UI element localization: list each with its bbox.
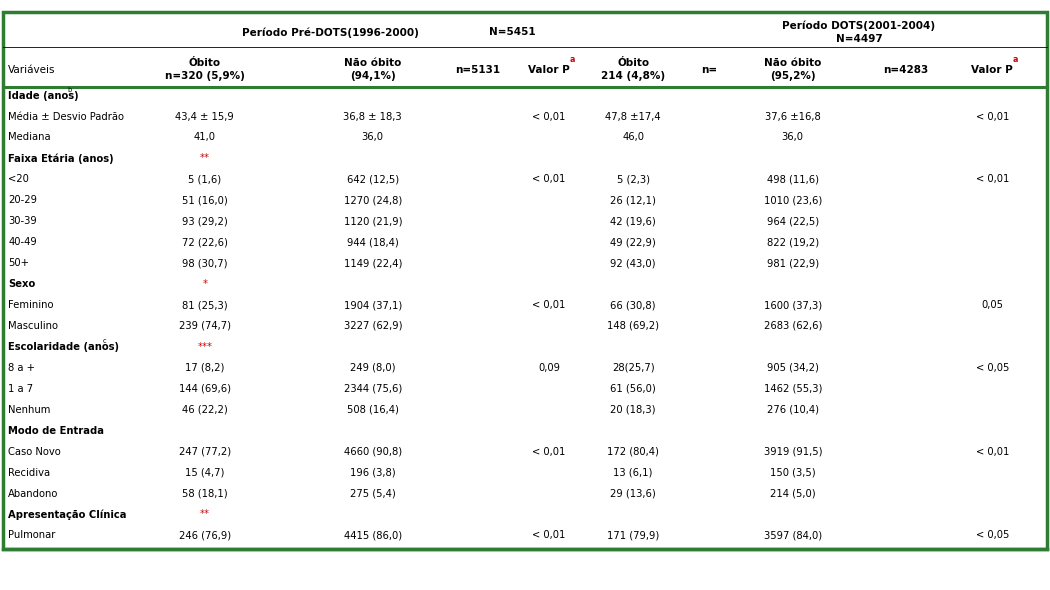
Text: 49 (22,9): 49 (22,9) xyxy=(610,237,656,247)
Text: 98 (30,7): 98 (30,7) xyxy=(182,258,228,268)
Text: < 0,01: < 0,01 xyxy=(975,447,1009,457)
Text: Valor P: Valor P xyxy=(528,65,570,74)
Text: 3227 (62,9): 3227 (62,9) xyxy=(343,321,402,331)
Text: 498 (11,6): 498 (11,6) xyxy=(766,175,819,184)
Text: Feminino: Feminino xyxy=(8,300,54,310)
Text: 196 (3,8): 196 (3,8) xyxy=(350,468,396,477)
Text: 1120 (21,9): 1120 (21,9) xyxy=(343,217,402,226)
Text: 981 (22,9): 981 (22,9) xyxy=(766,258,819,268)
Text: Valor P: Valor P xyxy=(971,65,1013,74)
Text: 1149 (22,4): 1149 (22,4) xyxy=(343,258,402,268)
Text: 50+: 50+ xyxy=(8,258,29,268)
Text: 93 (29,2): 93 (29,2) xyxy=(182,217,228,226)
Text: 28(25,7): 28(25,7) xyxy=(612,363,654,373)
Text: 5 (2,3): 5 (2,3) xyxy=(616,175,650,184)
Text: 37,6 ±16,8: 37,6 ±16,8 xyxy=(764,112,821,122)
Text: 92 (43,0): 92 (43,0) xyxy=(610,258,656,268)
Text: < 0,05: < 0,05 xyxy=(975,363,1009,373)
Text: Mediana: Mediana xyxy=(8,133,51,142)
Text: n=5131: n=5131 xyxy=(456,65,500,74)
Text: < 0,01: < 0,01 xyxy=(532,530,566,540)
Text: <20: <20 xyxy=(8,175,29,184)
Text: 15 (4,7): 15 (4,7) xyxy=(185,468,225,477)
Text: 42 (19,6): 42 (19,6) xyxy=(610,217,656,226)
Text: 172 (80,4): 172 (80,4) xyxy=(607,447,659,457)
Text: < 0,05: < 0,05 xyxy=(975,530,1009,540)
Text: 2683 (62,6): 2683 (62,6) xyxy=(763,321,822,331)
Text: 4660 (90,8): 4660 (90,8) xyxy=(343,447,402,457)
Text: Recidiva: Recidiva xyxy=(8,468,50,477)
Text: 13 (6,1): 13 (6,1) xyxy=(613,468,653,477)
Text: < 0,01: < 0,01 xyxy=(532,447,566,457)
Text: Período DOTS(2001-2004)
N=4497: Período DOTS(2001-2004) N=4497 xyxy=(782,21,936,44)
Text: 148 (69,2): 148 (69,2) xyxy=(607,321,659,331)
Text: 2344 (75,6): 2344 (75,6) xyxy=(343,384,402,394)
Text: 17 (8,2): 17 (8,2) xyxy=(185,363,225,373)
Text: 43,4 ± 15,9: 43,4 ± 15,9 xyxy=(175,112,234,122)
Text: 81 (25,3): 81 (25,3) xyxy=(182,300,228,310)
Text: 72 (22,6): 72 (22,6) xyxy=(182,237,228,247)
Text: 0,09: 0,09 xyxy=(539,363,560,373)
Text: Média ± Desvio Padrão: Média ± Desvio Padrão xyxy=(8,112,124,122)
Text: *: * xyxy=(203,279,207,289)
Text: Não óbito
(95,2%): Não óbito (95,2%) xyxy=(764,58,821,81)
Text: 905 (34,2): 905 (34,2) xyxy=(766,363,819,373)
Text: c: c xyxy=(103,338,106,344)
Text: < 0,01: < 0,01 xyxy=(532,300,566,310)
Text: 47,8 ±17,4: 47,8 ±17,4 xyxy=(606,112,660,122)
Text: ***: *** xyxy=(197,342,212,352)
Text: Faixa Etária (anos): Faixa Etária (anos) xyxy=(8,153,114,163)
Text: 1 a 7: 1 a 7 xyxy=(8,384,34,394)
Text: < 0,01: < 0,01 xyxy=(532,175,566,184)
Text: Apresentação Clínica: Apresentação Clínica xyxy=(8,509,127,520)
Text: < 0,01: < 0,01 xyxy=(975,175,1009,184)
Text: N=5451: N=5451 xyxy=(489,28,536,37)
Text: 58 (18,1): 58 (18,1) xyxy=(182,489,228,499)
Text: 30-39: 30-39 xyxy=(8,217,37,226)
Text: Caso Novo: Caso Novo xyxy=(8,447,61,457)
Text: 5 (1,6): 5 (1,6) xyxy=(188,175,222,184)
Text: Modo de Entrada: Modo de Entrada xyxy=(8,426,104,435)
Text: n=: n= xyxy=(700,65,717,74)
Text: Período Pré-DOTS(1996-2000): Período Pré-DOTS(1996-2000) xyxy=(243,27,419,38)
Text: 1600 (37,3): 1600 (37,3) xyxy=(763,300,822,310)
Text: 26 (12,1): 26 (12,1) xyxy=(610,195,656,205)
Text: Óbito
214 (4,8%): Óbito 214 (4,8%) xyxy=(601,58,666,81)
Text: 1010 (23,6): 1010 (23,6) xyxy=(763,195,822,205)
Text: Escolaridade (anos): Escolaridade (anos) xyxy=(8,342,120,352)
Text: a: a xyxy=(1012,54,1018,64)
Text: 36,0: 36,0 xyxy=(782,133,803,142)
Text: 964 (22,5): 964 (22,5) xyxy=(766,217,819,226)
Text: 642 (12,5): 642 (12,5) xyxy=(346,175,399,184)
Text: **: ** xyxy=(200,153,210,163)
Text: n=4283: n=4283 xyxy=(883,65,929,74)
Text: 246 (76,9): 246 (76,9) xyxy=(178,530,231,540)
Text: 46,0: 46,0 xyxy=(623,133,644,142)
Text: < 0,01: < 0,01 xyxy=(532,112,566,122)
Text: 29 (13,6): 29 (13,6) xyxy=(610,489,656,499)
Text: 46 (22,2): 46 (22,2) xyxy=(182,405,228,415)
Text: 61 (56,0): 61 (56,0) xyxy=(610,384,656,394)
Text: a: a xyxy=(569,54,575,64)
Text: **: ** xyxy=(200,510,210,519)
Text: 40-49: 40-49 xyxy=(8,237,37,247)
Text: 8 a +: 8 a + xyxy=(8,363,36,373)
Text: 214 (5,0): 214 (5,0) xyxy=(770,489,816,499)
Text: 51 (16,0): 51 (16,0) xyxy=(182,195,228,205)
Text: 508 (16,4): 508 (16,4) xyxy=(346,405,399,415)
Text: Nenhum: Nenhum xyxy=(8,405,50,415)
Text: < 0,01: < 0,01 xyxy=(975,112,1009,122)
Text: 1462 (55,3): 1462 (55,3) xyxy=(763,384,822,394)
Text: Não óbito
(94,1%): Não óbito (94,1%) xyxy=(344,58,401,81)
Text: Óbito
n=320 (5,9%): Óbito n=320 (5,9%) xyxy=(165,58,245,81)
Text: 4415 (86,0): 4415 (86,0) xyxy=(343,530,402,540)
Text: 144 (69,6): 144 (69,6) xyxy=(178,384,231,394)
Text: 41,0: 41,0 xyxy=(194,133,215,142)
Text: 944 (18,4): 944 (18,4) xyxy=(346,237,399,247)
Text: Abandono: Abandono xyxy=(8,489,59,499)
Text: 1270 (24,8): 1270 (24,8) xyxy=(343,195,402,205)
Text: 239 (74,7): 239 (74,7) xyxy=(178,321,231,331)
Text: 275 (5,4): 275 (5,4) xyxy=(350,489,396,499)
Text: 249 (8,0): 249 (8,0) xyxy=(350,363,396,373)
Text: 822 (19,2): 822 (19,2) xyxy=(766,237,819,247)
